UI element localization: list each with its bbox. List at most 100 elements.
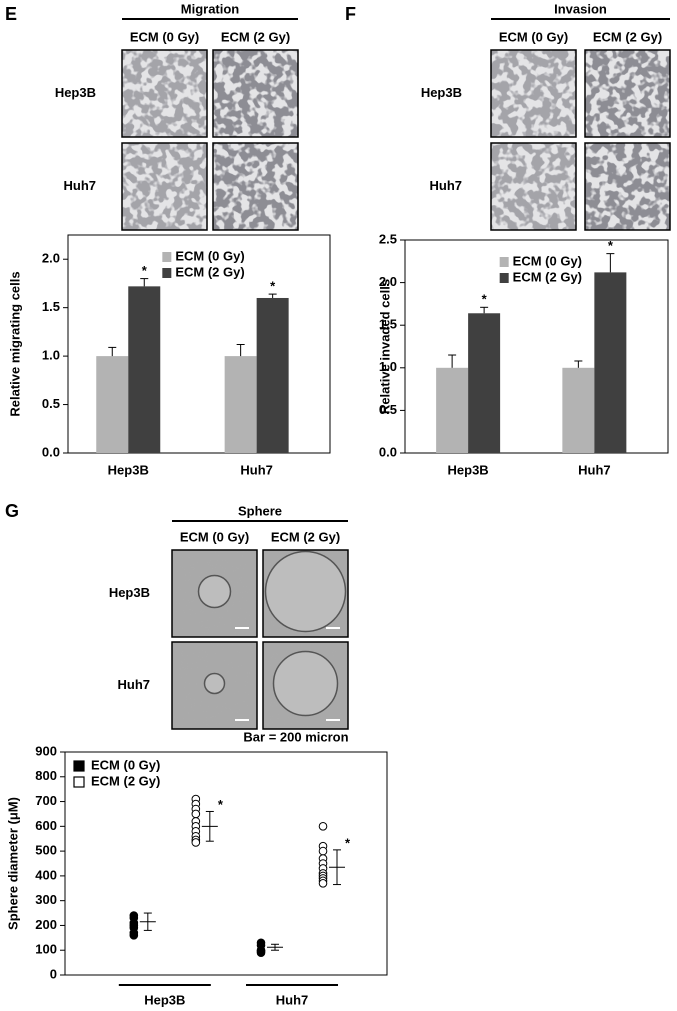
micrograph-frame [171,549,258,638]
plot-frame [64,751,388,976]
bar [128,286,161,453]
column-label: ECM (0 Gy) [130,29,199,44]
row-label: Huh7 [430,178,463,193]
point [318,846,328,856]
row-label: Huh7 [64,178,97,193]
legend-label: ECM (2 Gy) [513,269,582,284]
sphere [203,672,226,695]
micrograph-cells [491,143,576,230]
y-axis-label: Relative migrating cells [7,271,22,416]
significance: * [218,797,224,812]
micrograph-frame [262,641,349,730]
significance: * [482,292,488,307]
panel-header: Migration [181,1,240,16]
legend-swatch [499,257,509,267]
y-tick-label: 0.0 [42,444,60,459]
micrograph-frame [490,49,577,138]
micrograph-frame [490,142,577,231]
panel-letter: G [5,501,19,521]
micrograph-frame [584,49,671,138]
legend-label: ECM (0 Gy) [175,248,244,263]
micrograph-cells [213,143,298,230]
bar [96,356,129,453]
y-tick-label: 500 [35,843,57,858]
micrograph-cells [122,143,207,230]
row-label: Huh7 [118,677,151,692]
x-tick-label: Huh7 [240,462,273,477]
x-tick-label: Hep3B [448,462,489,477]
column-label: ECM (2 Gy) [271,529,340,544]
column-label: ECM (2 Gy) [593,29,662,44]
micrograph-frame [212,142,299,231]
sphere [264,550,347,633]
sphere [272,650,339,717]
y-tick-label: 2.0 [379,274,397,289]
point [191,809,201,819]
micrograph-cells [491,50,576,137]
legend-swatch [73,760,85,772]
legend-label: ECM (2 Gy) [175,264,244,279]
panel-letter: F [345,4,356,24]
plot-frame [67,234,331,454]
x-tick-label: Hep3B [144,992,185,1007]
micrograph-frame [262,549,349,638]
significance: * [608,238,614,253]
y-tick-label: 0.5 [42,396,60,411]
plot-frame [404,239,669,454]
x-tick-label: Huh7 [276,992,309,1007]
bar [562,367,595,453]
micrograph-cells [585,143,670,230]
point [256,948,266,958]
y-axis-label: Relative invaded cells [377,279,392,414]
y-tick-label: 1.5 [42,299,60,314]
column-label: ECM (0 Gy) [499,29,568,44]
significance: * [142,263,148,278]
y-tick-label: 200 [35,917,57,932]
bar [594,272,627,453]
y-tick-label: 1.5 [379,317,397,332]
bar [224,356,257,453]
y-tick-label: 400 [35,867,57,882]
y-tick-label: 1.0 [42,348,60,363]
legend-label: ECM (0 Gy) [91,757,160,772]
micrograph-frame [584,142,671,231]
y-tick-label: 2.5 [379,231,397,246]
y-tick-label: 300 [35,892,57,907]
micrograph-cells [213,50,298,137]
x-tick-label: Huh7 [578,462,611,477]
micrograph-frame [212,49,299,138]
legend-label: ECM (0 Gy) [513,253,582,268]
panel-letter: E [5,4,17,24]
x-tick-label: Hep3B [108,462,149,477]
y-tick-label: 600 [35,818,57,833]
y-tick-label: 1.0 [379,359,397,374]
micrograph-cells [585,50,670,137]
column-label: ECM (2 Gy) [221,29,290,44]
point [129,931,139,940]
y-tick-label: 100 [35,942,57,957]
significance: * [270,279,276,294]
y-tick-label: 700 [35,793,57,808]
micrograph-frame [121,49,208,138]
scale-note: Bar = 200 micron [243,729,348,744]
legend-swatch [162,252,172,262]
point [318,879,328,888]
bar [256,297,289,453]
bar [436,367,469,453]
legend-swatch [73,776,85,788]
y-tick-label: 900 [35,743,57,758]
point [318,822,328,831]
bar [468,313,501,453]
y-tick-label: 0 [50,966,57,981]
column-label: ECM (0 Gy) [180,529,249,544]
row-label: Hep3B [55,85,96,100]
legend-swatch [162,268,172,278]
row-label: Hep3B [109,585,150,600]
legend-swatch [499,273,509,283]
y-tick-label: 800 [35,768,57,783]
point [191,838,201,847]
panel-header: Invasion [554,1,607,16]
y-tick-label: 2.0 [42,251,60,266]
